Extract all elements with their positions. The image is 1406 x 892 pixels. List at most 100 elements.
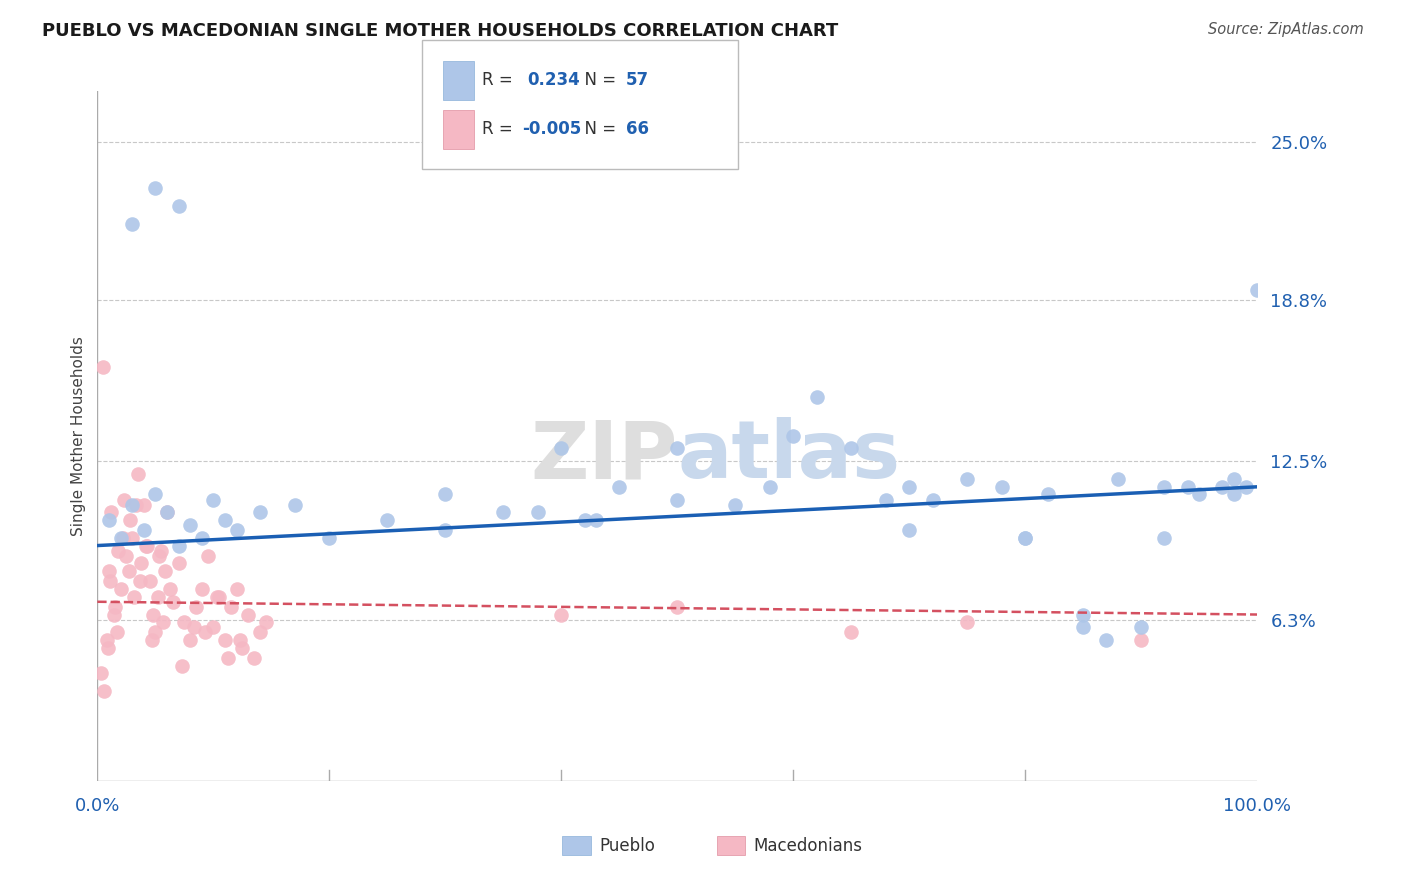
Point	[156, 505, 179, 519]
Point	[167, 557, 190, 571]
Point	[167, 199, 190, 213]
Point	[143, 181, 166, 195]
Point	[90, 666, 112, 681]
Point	[131, 557, 153, 571]
Text: Macedonians: Macedonians	[754, 837, 863, 855]
Point	[97, 640, 120, 655]
Point	[167, 539, 190, 553]
Point	[782, 428, 804, 442]
Point	[110, 582, 132, 596]
Point	[159, 582, 181, 596]
Point	[118, 564, 141, 578]
Point	[225, 523, 247, 537]
Point	[141, 633, 163, 648]
Point	[179, 518, 201, 533]
Point	[585, 513, 607, 527]
Point	[956, 615, 979, 630]
Point	[607, 480, 630, 494]
Point	[217, 651, 239, 665]
Point	[1107, 472, 1129, 486]
Point	[93, 684, 115, 698]
Point	[121, 217, 143, 231]
Point	[124, 498, 146, 512]
Point	[1130, 633, 1153, 648]
Point	[492, 505, 515, 519]
Point	[254, 615, 277, 630]
Point	[136, 539, 159, 553]
Point	[121, 498, 143, 512]
Point	[806, 390, 828, 404]
Point	[839, 442, 862, 456]
Point	[132, 498, 155, 512]
Point	[434, 523, 457, 537]
Point	[956, 472, 979, 486]
Point	[110, 531, 132, 545]
Point	[1071, 620, 1094, 634]
Point	[666, 599, 689, 614]
Point	[115, 549, 138, 563]
Point	[208, 590, 231, 604]
Text: PUEBLO VS MACEDONIAN SINGLE MOTHER HOUSEHOLDS CORRELATION CHART: PUEBLO VS MACEDONIAN SINGLE MOTHER HOUSE…	[42, 22, 838, 40]
Point	[170, 658, 193, 673]
Point	[759, 480, 782, 494]
Point	[148, 549, 170, 563]
Point	[143, 625, 166, 640]
Point	[574, 513, 596, 527]
Point	[550, 607, 572, 622]
Point	[375, 513, 398, 527]
Point	[202, 620, 225, 634]
Point	[231, 640, 253, 655]
Point	[156, 505, 179, 519]
Point	[527, 505, 550, 519]
Point	[153, 564, 176, 578]
Text: 57: 57	[626, 71, 648, 89]
Point	[219, 599, 242, 614]
Text: R =: R =	[482, 120, 519, 138]
Text: N =: N =	[574, 71, 621, 89]
Point	[991, 480, 1014, 494]
Point	[225, 582, 247, 596]
Point	[150, 543, 173, 558]
Point	[205, 590, 228, 604]
Point	[142, 607, 165, 622]
Point	[283, 498, 305, 512]
Point	[898, 523, 921, 537]
Text: 0.234: 0.234	[527, 71, 581, 89]
Point	[98, 574, 121, 589]
Point	[197, 549, 219, 563]
Point	[104, 599, 127, 614]
Point	[214, 633, 236, 648]
Point	[121, 531, 143, 545]
Point	[666, 442, 689, 456]
Point	[97, 564, 120, 578]
Point	[107, 543, 129, 558]
Point	[1038, 487, 1060, 501]
Point	[243, 651, 266, 665]
Text: -0.005: -0.005	[522, 120, 581, 138]
Point	[118, 513, 141, 527]
Point	[875, 492, 897, 507]
Point	[249, 505, 271, 519]
Point	[202, 492, 225, 507]
Text: 66: 66	[626, 120, 648, 138]
Point	[152, 615, 174, 630]
Point	[190, 531, 212, 545]
Point	[173, 615, 195, 630]
Point	[1188, 487, 1211, 501]
Point	[129, 574, 152, 589]
Point	[1130, 620, 1153, 634]
Point	[96, 633, 118, 648]
Point	[1246, 283, 1268, 297]
Point	[100, 505, 122, 519]
Point	[179, 633, 201, 648]
Point	[105, 625, 128, 640]
Point	[724, 498, 747, 512]
Text: Source: ZipAtlas.com: Source: ZipAtlas.com	[1208, 22, 1364, 37]
Text: atlas: atlas	[678, 417, 900, 495]
Point	[103, 607, 125, 622]
Point	[183, 620, 205, 634]
Point	[666, 492, 689, 507]
Point	[112, 492, 135, 507]
Point	[184, 599, 207, 614]
Point	[839, 625, 862, 640]
